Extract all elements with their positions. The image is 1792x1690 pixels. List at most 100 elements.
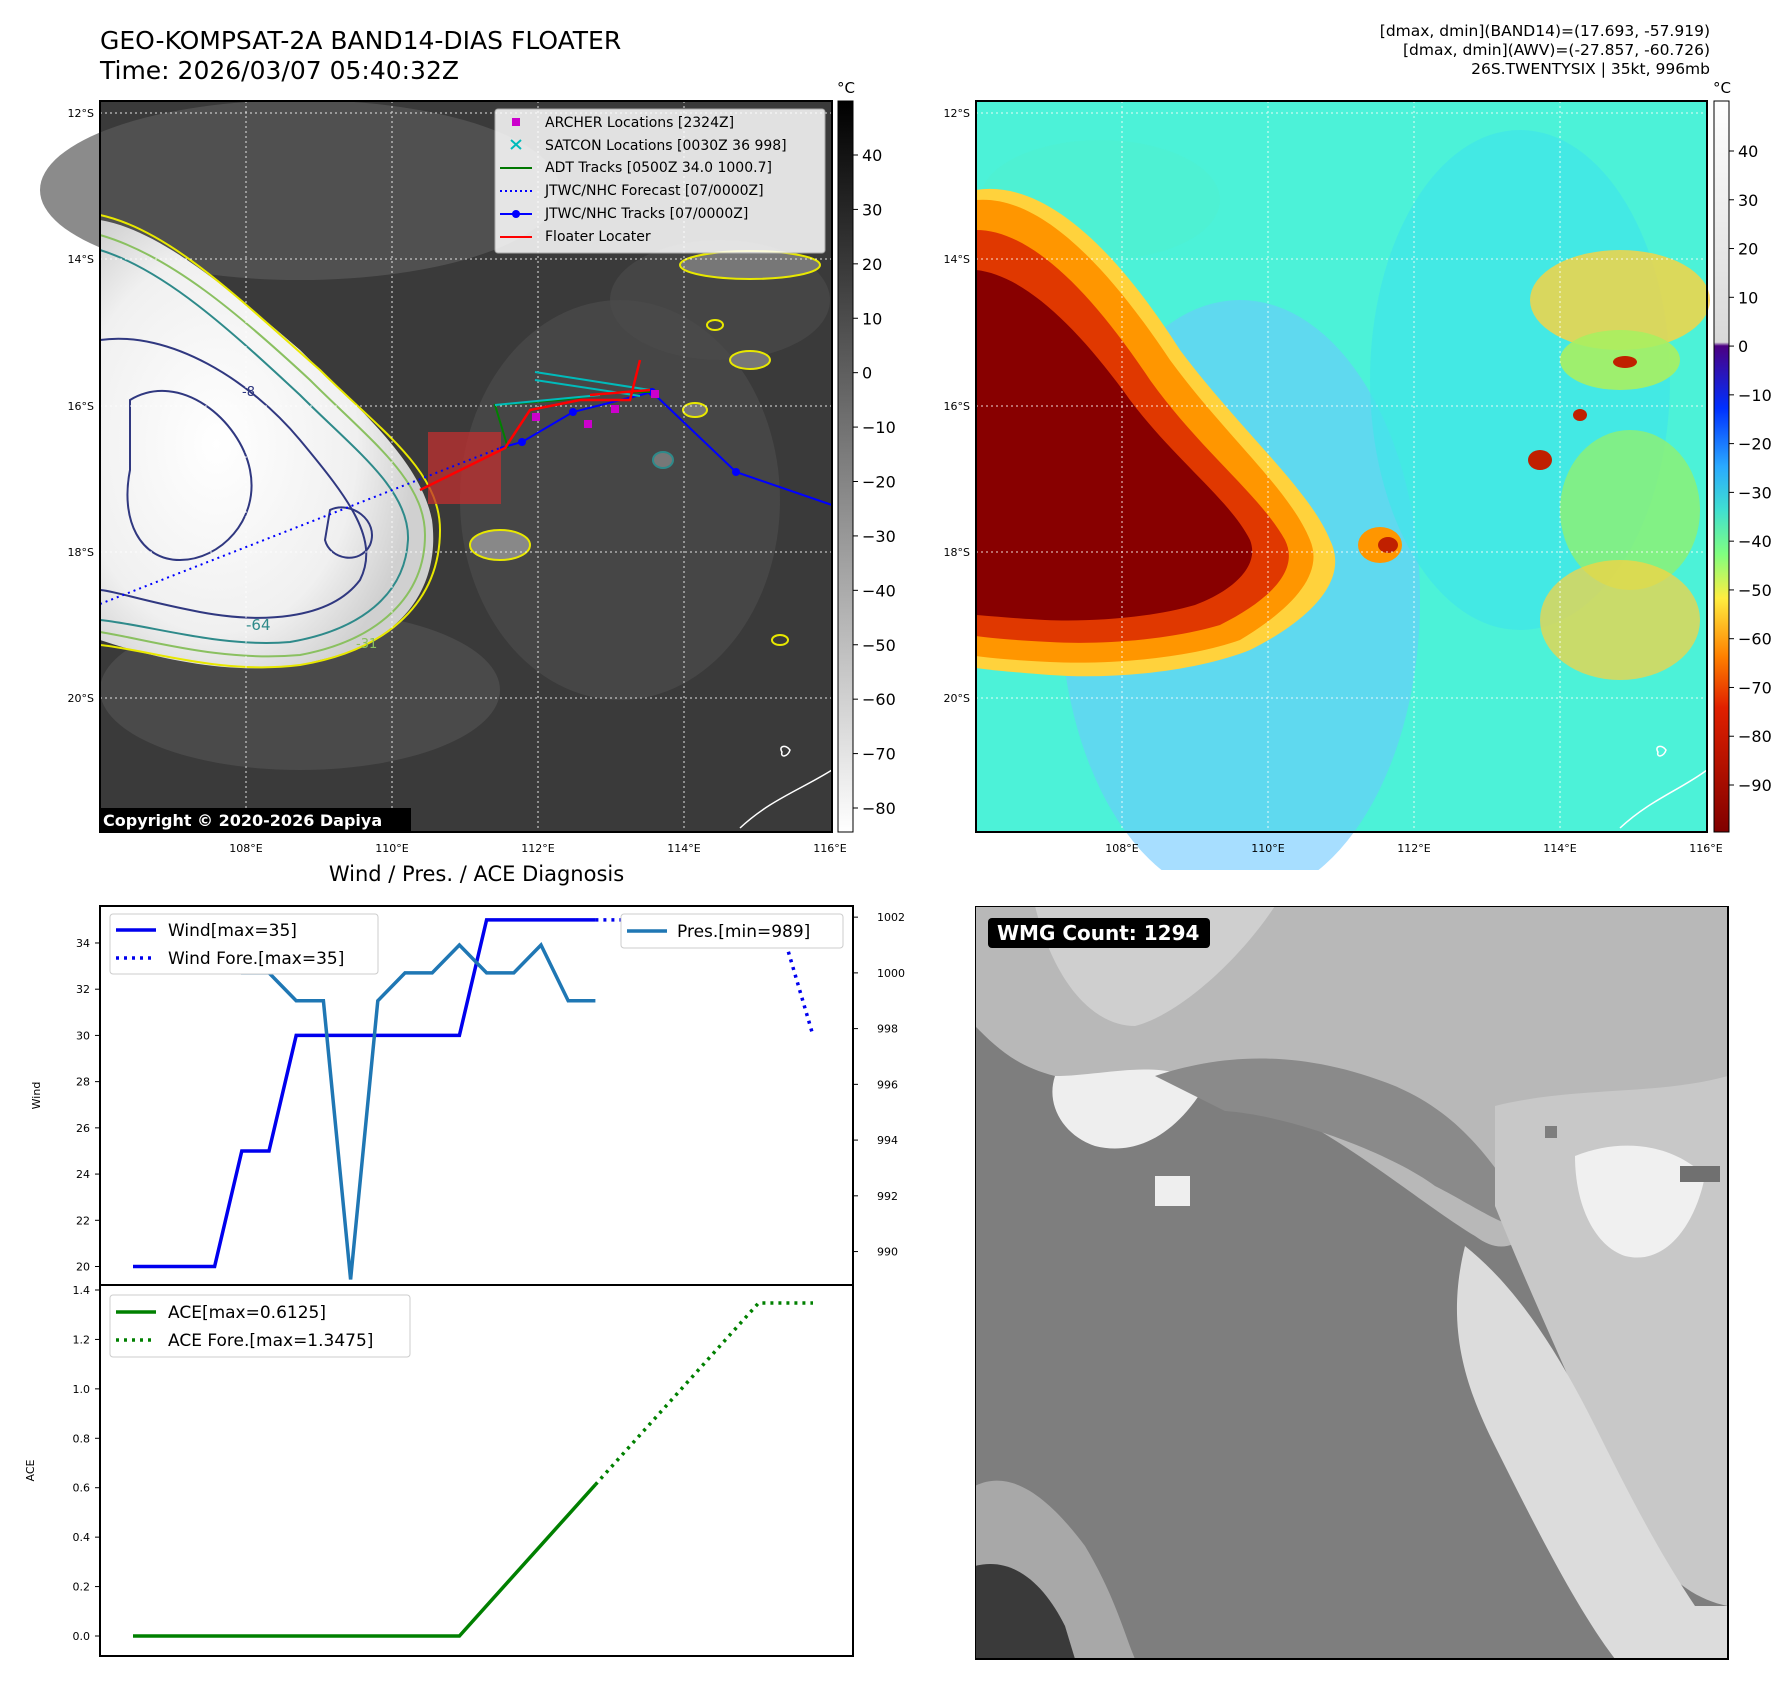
- wmg-map: [975, 906, 1729, 1660]
- ir-colorbar-tick: 40: [862, 146, 882, 165]
- contour-label-3: -8: [242, 385, 255, 400]
- dias-colorbar-tick: −90: [1738, 776, 1772, 795]
- dias-colorbar: °C 40 30 20 10 0 −10 −20 −30 −40 −50 −60 −70 −80 −90: [1713, 79, 1772, 833]
- dias-colorbar-tick: 10: [1738, 288, 1758, 307]
- dias-lat-label: 18°S: [944, 546, 970, 559]
- ir-lon-label: 110°E: [375, 842, 408, 855]
- dias-colorbar-tick: −70: [1738, 678, 1772, 697]
- legend-satcon: SATCON Locations [0030Z 36 998]: [545, 138, 787, 154]
- ir-lat-label: 20°S: [68, 692, 94, 705]
- ir-colorbar-tick: −40: [862, 581, 896, 600]
- dias-colorbar-tick: −10: [1738, 386, 1772, 405]
- contour-label-1: -64: [246, 616, 271, 634]
- dias-lat-label: 16°S: [944, 400, 970, 413]
- ir-colorbar: °C 40 30 20 10 0 −10 −20 −30 −40 −50 −60 −70 −80: [837, 79, 896, 833]
- dias-lon-label: 112°E: [1397, 842, 1430, 855]
- ace-ytick: 0.4: [73, 1531, 91, 1544]
- legend-floater: Floater Locater: [545, 229, 651, 245]
- ace-ytick: 0.6: [73, 1482, 91, 1495]
- wind-ylabel: Wind: [30, 1082, 43, 1110]
- wind-ytick: 26: [76, 1122, 90, 1135]
- figure-title: GEO-KOMPSAT-2A BAND14-DIAS FLOATER Time: …: [100, 26, 621, 86]
- wind-ytick: 20: [76, 1261, 90, 1274]
- ace-ytick: 1.0: [73, 1383, 91, 1396]
- legend-archer-marker: [512, 118, 520, 126]
- copyright: Copyright © 2020-2026 Dapiya: [103, 811, 382, 830]
- pressure-ytick: 1000: [877, 967, 905, 980]
- dias-colorbar-tick: −50: [1738, 581, 1772, 600]
- ace-chart: 0.0 0.2 0.4 0.6 0.8 1.0 1.2 1.4 ACE ACE[max=0.612…: [24, 1284, 854, 1657]
- ir-panel-svg: ARCHER Locations [2324Z] SATCON Location…: [40, 79, 1772, 870]
- ace-ylabel: ACE: [24, 1459, 37, 1481]
- ace-ytick: 0.0: [73, 1630, 91, 1643]
- dias-colorbar-tick: −30: [1738, 483, 1772, 502]
- ace-series-line-0: [133, 1483, 597, 1638]
- storm-info: [dmax, dmin](BAND14)=(17.693, -57.919) […: [1380, 22, 1710, 79]
- ace-ytick: 1.4: [73, 1284, 91, 1297]
- dias-lat-label: 14°S: [944, 253, 970, 266]
- dias-colorbar-tick: −80: [1738, 727, 1772, 746]
- legend-jtwc-tracks: JTWC/NHC Tracks [07/0000Z]: [544, 206, 748, 222]
- ace-ytick: 0.8: [73, 1432, 91, 1445]
- ir-colorbar-tick: −20: [862, 473, 896, 492]
- ir-lon-label: 108°E: [229, 842, 262, 855]
- ir-colorbar-unit: °C: [837, 79, 855, 97]
- ir-map: [40, 100, 833, 833]
- wind-ytick: 32: [76, 983, 90, 996]
- dias-colorbar-tick: 0: [1738, 337, 1748, 356]
- pressure-ytick: 996: [877, 1078, 898, 1091]
- ir-lat-label: 12°S: [68, 107, 94, 120]
- diagnosis-chart-svg: 20 22 24 26 28 30 32 34 990 992 994 996 998 1000 1002 W…: [24, 905, 905, 1657]
- ir-colorbar-tick: −70: [862, 745, 896, 764]
- legend-ace: ACE[max=0.6125]: [168, 1303, 326, 1323]
- chart-title: Wind / Pres. / ACE Diagnosis: [328, 862, 625, 886]
- wind-ytick: 24: [76, 1168, 90, 1181]
- pressure-ytick: 1002: [877, 911, 905, 924]
- ir-lat-label: 16°S: [68, 400, 94, 413]
- info-line-2: [dmax, dmin](AWV)=(-27.857, -60.726): [1403, 41, 1710, 59]
- dias-lon-label: 108°E: [1105, 842, 1138, 855]
- cloud-mass: [100, 220, 434, 669]
- wind-ytick: 28: [76, 1076, 90, 1089]
- legend-pressure: Pres.[min=989]: [677, 922, 810, 942]
- pressure-ytick: 992: [877, 1190, 898, 1203]
- info-line-3: 26S.TWENTYSIX | 35kt, 996mb: [1471, 60, 1710, 78]
- dias-colorbar-tick: −60: [1738, 630, 1772, 649]
- ir-colorbar-tick: 10: [862, 309, 882, 328]
- ir-legend: ARCHER Locations [2324Z] SATCON Location…: [494, 108, 826, 254]
- ir-colorbar-tick: 30: [862, 200, 882, 219]
- ir-lat-label: 18°S: [68, 546, 94, 559]
- ir-colorbar-tick: 20: [862, 255, 882, 274]
- dias-lon-label: 116°E: [1689, 842, 1722, 855]
- ace-ytick: 0.2: [73, 1581, 91, 1594]
- ir-colorbar-tick: −80: [862, 799, 896, 818]
- legend-satcon-marker: [510, 139, 522, 150]
- dias-colorbar-tick: −20: [1738, 435, 1772, 454]
- ir-lon-label: 116°E: [813, 842, 846, 855]
- ace-ytick: 1.2: [73, 1333, 91, 1346]
- pressure-ytick: 990: [877, 1246, 898, 1259]
- ir-colorbar-tick: −10: [862, 418, 896, 437]
- ir-colorbar-tick: −60: [862, 690, 896, 709]
- wmg-count: WMG Count: 1294: [997, 921, 1199, 945]
- pressure-ytick: 994: [877, 1134, 898, 1147]
- dias-lon-label: 110°E: [1251, 842, 1284, 855]
- contour-label-2: -31: [356, 637, 377, 652]
- dias-lat-label: 12°S: [944, 107, 970, 120]
- legend-adt: ADT Tracks [0500Z 34.0 1000.7]: [545, 160, 772, 176]
- dias-colorbar-tick: 20: [1738, 240, 1758, 259]
- dias-colorbar-tick: 30: [1738, 191, 1758, 210]
- wmg-panel-svg: WMG Count: 1294: [975, 906, 1729, 1660]
- ir-colorbar-tick: 0: [862, 364, 872, 383]
- ir-lon-label: 112°E: [521, 842, 554, 855]
- ace-series-line-1: [594, 1301, 813, 1486]
- wind-pressure-chart: 20 22 24 26 28 30 32 34 990 992 994 996 998 1000 1002 W…: [30, 905, 905, 1286]
- ir-colorbar-tick: −30: [862, 527, 896, 546]
- wind-ytick: 22: [76, 1214, 90, 1227]
- wmg-label-bg: [988, 918, 1210, 948]
- wind-ytick: 30: [76, 1029, 90, 1042]
- legend-jtwc-forecast: JTWC/NHC Forecast [07/0000Z]: [544, 183, 764, 199]
- title-line-2: Time: 2026/03/07 05:40:32Z: [100, 56, 459, 85]
- title-line-1: GEO-KOMPSAT-2A BAND14-DIAS FLOATER: [100, 26, 622, 55]
- legend-archer: ARCHER Locations [2324Z]: [545, 115, 734, 131]
